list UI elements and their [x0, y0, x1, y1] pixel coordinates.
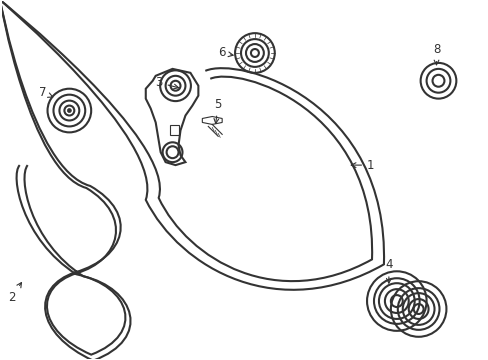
Text: 4: 4 — [385, 258, 392, 283]
Text: 1: 1 — [350, 159, 374, 172]
Circle shape — [67, 109, 71, 113]
Text: 2: 2 — [8, 283, 21, 303]
Text: 7: 7 — [39, 86, 53, 99]
Text: 8: 8 — [432, 43, 439, 65]
Text: 5: 5 — [214, 98, 222, 123]
Text: 3: 3 — [155, 76, 178, 89]
Text: 6: 6 — [217, 46, 233, 59]
